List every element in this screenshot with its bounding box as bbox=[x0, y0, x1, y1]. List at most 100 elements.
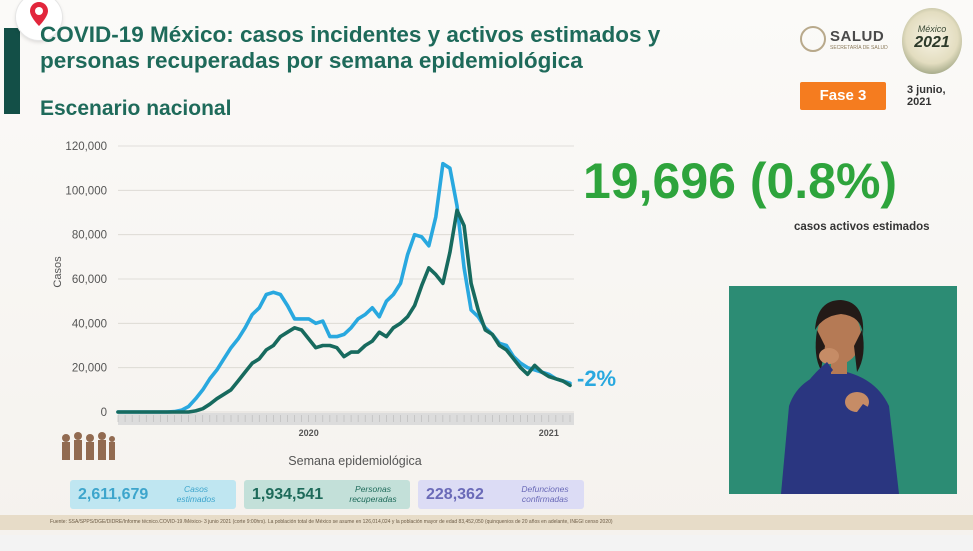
data-point-estimated bbox=[250, 313, 254, 316]
stat-recovered-label: Personas recuperadas bbox=[349, 484, 397, 504]
slide: COVID-19 México: casos incidentes y acti… bbox=[0, 0, 973, 535]
data-point-recovered bbox=[540, 370, 543, 374]
data-point-recovered bbox=[222, 393, 226, 396]
data-point-recovered bbox=[526, 373, 529, 376]
data-point-estimated bbox=[427, 244, 430, 247]
data-point-estimated bbox=[349, 326, 353, 329]
data-point-recovered bbox=[462, 224, 466, 227]
data-point-estimated bbox=[434, 215, 438, 219]
data-point-estimated bbox=[222, 357, 226, 360]
stat-estimated-cases-label: Casos estimados bbox=[176, 484, 216, 504]
data-point-recovered bbox=[547, 375, 551, 378]
data-point-recovered bbox=[272, 344, 275, 347]
active-cases-label: casos activos estimados bbox=[794, 221, 930, 233]
data-point-recovered bbox=[335, 346, 339, 349]
x-tick-label: 2020 bbox=[299, 428, 319, 438]
data-point-recovered bbox=[399, 322, 402, 325]
data-point-recovered bbox=[137, 410, 141, 414]
data-point-estimated bbox=[307, 317, 310, 321]
data-point-recovered bbox=[328, 344, 332, 347]
data-point-estimated bbox=[194, 397, 197, 400]
data-point-estimated bbox=[399, 282, 402, 285]
data-point-recovered bbox=[279, 335, 282, 338]
data-point-estimated bbox=[378, 315, 381, 318]
data-point-recovered bbox=[116, 410, 120, 414]
data-point-recovered bbox=[427, 266, 430, 270]
data-point-estimated bbox=[314, 322, 317, 325]
stat-deaths-label: Defunciones confirmadas bbox=[521, 484, 569, 504]
data-point-recovered bbox=[300, 328, 303, 332]
data-point-recovered bbox=[505, 348, 508, 352]
data-point-recovered bbox=[123, 410, 127, 414]
series-line-recovered bbox=[116, 208, 572, 414]
data-point-recovered bbox=[356, 350, 360, 354]
data-point-recovered bbox=[469, 282, 473, 285]
data-point-recovered bbox=[173, 410, 176, 414]
data-point-estimated bbox=[406, 253, 409, 256]
data-point-recovered bbox=[413, 304, 416, 307]
data-point-recovered bbox=[434, 273, 438, 276]
y-tick-label: 120,000 bbox=[65, 141, 107, 153]
salud-logo-subtext: SECRETARÍA DE SALUD bbox=[830, 45, 888, 51]
data-point-estimated bbox=[469, 308, 473, 312]
data-point-recovered bbox=[406, 315, 409, 318]
eagle-emblem-icon bbox=[800, 26, 826, 52]
data-point-recovered bbox=[349, 350, 353, 354]
y-tick-label: 60,000 bbox=[72, 274, 107, 286]
data-point-recovered bbox=[229, 388, 233, 392]
stat-estimated-cases: 2,611,679 Casos estimados bbox=[70, 480, 236, 509]
salud-logo-text: SALUD bbox=[830, 28, 885, 45]
chart-labels: Semana epidemiológica Casos -2% bbox=[52, 256, 616, 468]
data-point-recovered bbox=[265, 348, 268, 352]
data-point-recovered bbox=[250, 362, 254, 365]
accent-bar bbox=[4, 28, 20, 114]
data-point-recovered bbox=[180, 410, 183, 414]
stat-deaths: 228,362 Defunciones confirmadas bbox=[418, 480, 584, 509]
data-point-recovered bbox=[194, 409, 197, 413]
y-tick-label: 20,000 bbox=[72, 363, 107, 375]
x-axis-title: Semana epidemiológica bbox=[288, 454, 421, 468]
data-point-estimated bbox=[455, 204, 459, 208]
data-point-recovered bbox=[342, 355, 346, 358]
data-point-estimated bbox=[533, 368, 536, 372]
phase-badge: Fase 3 bbox=[800, 82, 886, 110]
data-point-recovered bbox=[286, 331, 289, 334]
chart-axes: 0 20,000 40,000 60,000 80,000 100,000 120,000 2… bbox=[65, 141, 574, 438]
data-point-estimated bbox=[363, 313, 367, 316]
data-point-estimated bbox=[258, 306, 261, 310]
data-point-estimated bbox=[201, 388, 204, 392]
data-point-recovered bbox=[159, 410, 162, 414]
data-point-recovered bbox=[455, 209, 459, 212]
data-point-recovered bbox=[314, 346, 317, 349]
data-point-estimated bbox=[328, 335, 332, 338]
data-point-recovered bbox=[201, 407, 204, 410]
data-point-recovered bbox=[378, 331, 381, 334]
data-point-recovered bbox=[491, 333, 494, 336]
data-point-estimated bbox=[243, 326, 247, 329]
x-axis-band bbox=[118, 413, 574, 425]
live-recording-icon[interactable] bbox=[16, 0, 62, 40]
y-tick-label: 0 bbox=[101, 407, 107, 419]
data-point-recovered bbox=[371, 339, 374, 343]
data-point-recovered bbox=[307, 337, 310, 341]
data-point-estimated bbox=[265, 293, 268, 296]
data-point-estimated bbox=[236, 337, 240, 341]
report-date: 3 junio, 2021 bbox=[907, 84, 946, 108]
data-point-recovered bbox=[533, 364, 536, 367]
series-line-estimated bbox=[116, 161, 572, 414]
data-point-recovered bbox=[385, 335, 388, 338]
active-cases-value: 19,696 (0.8%) bbox=[583, 153, 898, 209]
data-point-estimated bbox=[371, 306, 374, 310]
data-point-estimated bbox=[505, 344, 508, 347]
data-point-estimated bbox=[215, 368, 219, 372]
data-point-recovered bbox=[561, 379, 565, 383]
page-title: COVID-19 México: casos incidentes y acti… bbox=[40, 22, 661, 73]
data-point-recovered bbox=[512, 357, 515, 360]
data-point-recovered bbox=[392, 326, 395, 329]
chart-series bbox=[116, 161, 572, 414]
bottom-strip bbox=[0, 535, 973, 551]
y-tick-label: 40,000 bbox=[72, 318, 107, 330]
stat-deaths-value: 228,362 bbox=[426, 486, 484, 503]
mexico-logo-year: 2021 bbox=[914, 34, 950, 51]
data-point-recovered bbox=[476, 308, 480, 312]
